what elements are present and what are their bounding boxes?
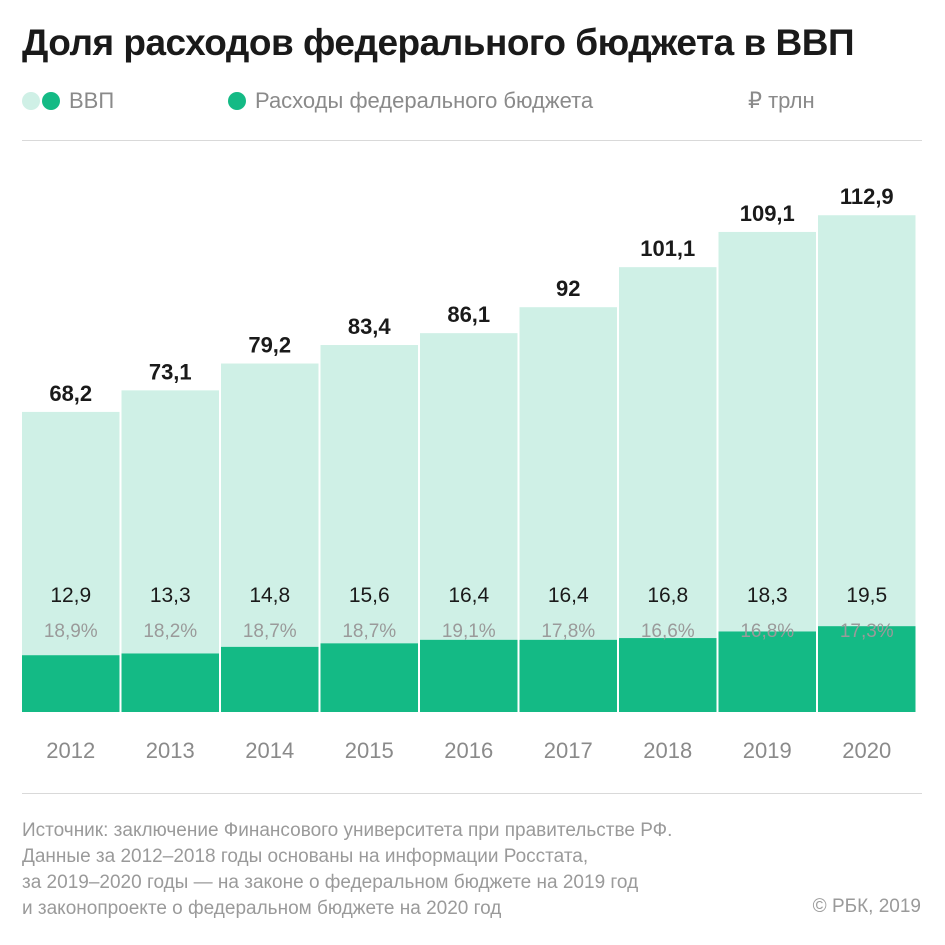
legend-unit: ₽ трлн [748, 86, 815, 116]
chart-title: Доля расходов федерального бюджета в ВВП [22, 22, 855, 63]
label-spending-2016: 16,4 [448, 584, 489, 607]
label-gdp-2014: 79,2 [248, 333, 291, 358]
label-gdp-2018: 101,1 [640, 236, 695, 261]
label-spending-2017: 16,4 [548, 584, 589, 607]
bar-spending-2018 [619, 638, 717, 712]
divider-top [22, 140, 922, 141]
label-gdp-2015: 83,4 [348, 314, 392, 339]
label-gdp-2020: 112,9 [840, 184, 894, 209]
label-gdp-2012: 68,2 [49, 381, 92, 406]
label-share-2017: 17,8% [541, 621, 595, 642]
label-share-2013: 18,2% [143, 621, 197, 642]
source-line-2: Данные за 2012–2018 годы основаны на инф… [22, 846, 589, 867]
legend-swatch-gdp-dark [42, 92, 60, 110]
label-share-2019: 16,8% [740, 621, 794, 642]
label-spending-2014: 14,8 [249, 584, 290, 607]
label-gdp-2013: 73,1 [149, 359, 192, 384]
bar-spending-2019 [718, 631, 816, 712]
bar-spending-2014 [221, 646, 319, 712]
legend-swatch-spending [228, 92, 246, 110]
source-line-1: Источник: заключение Финансового универс… [22, 820, 673, 841]
label-spending-2012: 12,9 [50, 584, 91, 607]
bar-gdp-2018 [619, 267, 717, 712]
legend-swatch-gdp-light [22, 92, 40, 110]
label-share-2016: 19,1% [442, 621, 496, 642]
tick-label-2013: 2013 [146, 738, 195, 763]
source-line-3: за 2019–2020 годы — на законе о федераль… [22, 872, 639, 893]
tick-label-2016: 2016 [444, 738, 493, 763]
label-spending-2013: 13,3 [150, 584, 191, 607]
bar-chart: 68,2 12,9 18,9% 2012 73,1 13,3 18,2% 2013 79,2 14… [22, 184, 916, 763]
label-share-2020: 17,3% [840, 621, 894, 642]
label-spending-2019: 18,3 [747, 584, 788, 607]
tick-label-2012: 2012 [46, 738, 95, 763]
label-spending-2020: 19,5 [846, 584, 887, 607]
bar-spending-2016 [420, 639, 518, 712]
unit-label: ₽ трлн [748, 88, 815, 113]
legend: ВВП Расходы федерального бюджета ₽ трлн [22, 86, 922, 116]
tick-label-2020: 2020 [842, 738, 891, 763]
bar-spending-2012 [22, 655, 120, 712]
label-share-2014: 18,7% [243, 621, 297, 642]
bar-spending-2013 [121, 653, 219, 712]
label-spending-2015: 15,6 [349, 584, 390, 607]
legend-item-gdp: ВВП [22, 86, 114, 116]
tick-label-2017: 2017 [544, 738, 593, 763]
bar-spending-2015 [320, 643, 418, 712]
bar-spending-2017 [519, 639, 617, 712]
source-line-4: и законопроекте о федеральном бюджете на… [22, 898, 502, 919]
legend-label-gdp: ВВП [69, 88, 115, 113]
tick-label-2019: 2019 [743, 738, 792, 763]
tick-label-2018: 2018 [643, 738, 692, 763]
label-share-2018: 16,6% [641, 621, 695, 642]
label-spending-2018: 16,8 [647, 584, 688, 607]
tick-label-2014: 2014 [245, 738, 294, 763]
legend-label-spending: Расходы федерального бюджета [255, 88, 594, 113]
legend-item-spending: Расходы федерального бюджета [228, 86, 593, 116]
divider-bottom [22, 793, 922, 794]
bar-spending-2020 [818, 626, 916, 712]
source-note: Источник: заключение Финансового универс… [22, 818, 672, 922]
copyright: © РБК, 2019 [812, 896, 921, 917]
label-share-2015: 18,7% [342, 621, 396, 642]
label-gdp-2019: 109,1 [740, 201, 795, 226]
label-gdp-2017: 92 [556, 276, 580, 301]
label-share-2012: 18,9% [44, 621, 98, 642]
label-gdp-2016: 86,1 [447, 302, 490, 327]
tick-label-2015: 2015 [345, 738, 394, 763]
